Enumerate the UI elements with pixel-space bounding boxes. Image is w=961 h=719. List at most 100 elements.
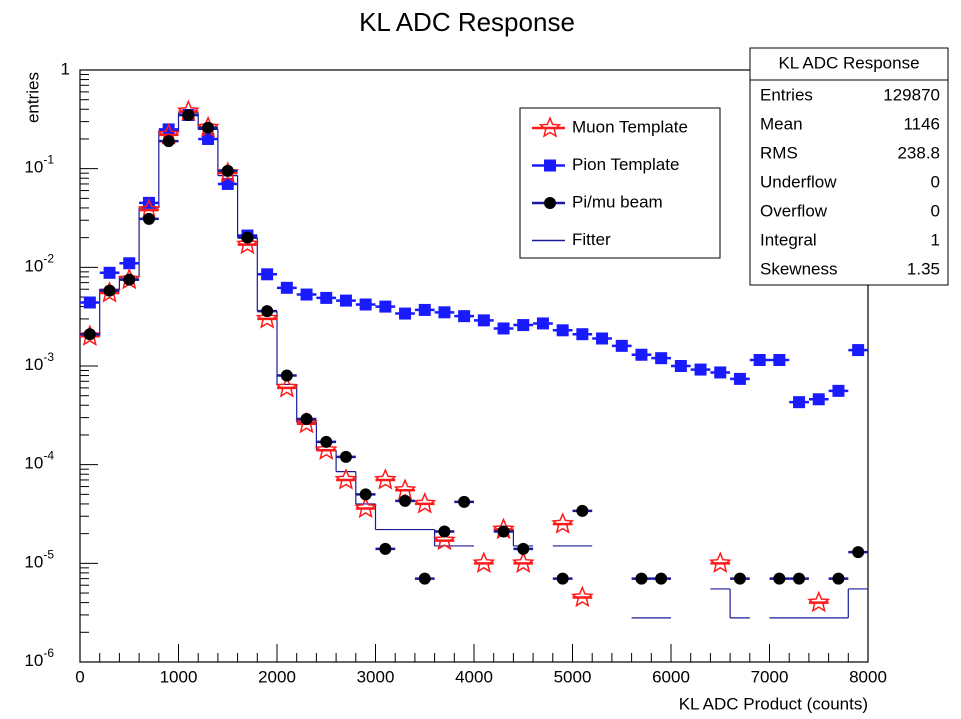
stats-value: 1 — [931, 230, 940, 249]
stats-name: Mean — [760, 114, 803, 133]
legend-label: Pion Template — [572, 155, 679, 174]
pion-marker — [753, 354, 766, 367]
pion-marker — [339, 294, 352, 307]
x-tick-label: 8000 — [849, 667, 887, 686]
beam-marker — [517, 542, 530, 555]
pion-marker — [83, 296, 96, 309]
legend-box — [519, 107, 721, 259]
pion-marker — [793, 396, 806, 409]
muon-marker — [433, 528, 456, 551]
y-tick-label: 10-3 — [24, 350, 54, 374]
muon-marker — [275, 375, 299, 398]
beam-marker — [241, 231, 254, 244]
legend-marker — [538, 116, 562, 138]
pion-marker — [832, 384, 845, 397]
pion-marker — [162, 123, 175, 136]
stats-value: 1146 — [903, 114, 940, 133]
x-tick-label: 1000 — [160, 667, 198, 686]
beam-marker — [556, 572, 569, 585]
y-tick-label: 10-4 — [24, 449, 54, 473]
beam-marker — [123, 273, 136, 286]
beam-marker — [852, 546, 865, 559]
pion-marker — [261, 268, 274, 281]
stats-name: RMS — [760, 143, 798, 162]
stats-title: KL ADC Response — [778, 53, 919, 72]
pion-marker — [458, 310, 471, 323]
x-tick-label: 6000 — [652, 667, 690, 686]
pion-marker — [477, 314, 490, 327]
beam-marker — [399, 494, 412, 507]
pion-marker — [123, 257, 136, 270]
stats-name: Skewness — [760, 259, 837, 278]
muon-marker — [373, 468, 397, 490]
pion-marker — [103, 266, 116, 279]
beam-marker — [339, 450, 352, 463]
beam-marker — [320, 435, 333, 448]
y-tick-exponent: -6 — [43, 646, 54, 660]
x-tick-label: 2000 — [258, 667, 296, 686]
beam-marker — [359, 488, 372, 501]
muon-marker — [570, 585, 594, 608]
muon-marker — [393, 478, 417, 500]
muon-marker — [551, 512, 575, 534]
stats-value: 238.8 — [897, 143, 940, 162]
pion-marker — [497, 322, 510, 335]
y-tick-base: 10 — [24, 257, 43, 276]
y-tick-exponent: -3 — [43, 350, 54, 364]
beam-marker — [83, 328, 96, 341]
pion-marker — [596, 332, 609, 345]
legend-marker — [544, 197, 556, 209]
x-axis-label: KL ADC Product (counts) — [679, 694, 868, 713]
beam-marker — [655, 572, 668, 585]
muon-marker — [255, 306, 279, 329]
muon-marker — [472, 551, 496, 573]
beam-marker — [733, 572, 746, 585]
pion-marker — [517, 319, 530, 332]
beam-marker — [793, 572, 806, 585]
pion-marker — [438, 306, 451, 319]
beam-marker — [576, 504, 589, 517]
stats-name: Underflow — [760, 172, 837, 191]
y-tick-base: 10 — [24, 651, 43, 670]
y-tick-base: 10 — [24, 355, 43, 374]
pion-marker — [536, 317, 549, 330]
beam-marker — [832, 572, 845, 585]
y-tick-exponent: -2 — [43, 252, 54, 266]
beam-marker — [497, 525, 510, 538]
y-tick-base: 10 — [24, 553, 43, 572]
y-tick-label: 10-1 — [24, 153, 54, 177]
pion-marker — [576, 328, 589, 341]
pion-marker — [202, 132, 215, 145]
muon-marker — [354, 496, 378, 519]
pion-marker — [359, 298, 372, 311]
beam-marker — [438, 525, 451, 538]
beam-marker — [458, 495, 471, 508]
x-tick-label: 3000 — [357, 667, 395, 686]
beam-marker — [103, 284, 116, 297]
beam-marker — [300, 413, 313, 426]
legend-marker — [544, 159, 556, 172]
muon-marker — [807, 590, 831, 613]
stats-box — [749, 47, 949, 286]
pion-marker — [418, 303, 431, 316]
beam-marker — [418, 572, 431, 585]
beam-marker — [773, 572, 786, 585]
stats-value: 129870 — [883, 85, 940, 104]
x-tick-label: 4000 — [455, 667, 493, 686]
beam-marker — [142, 212, 155, 225]
y-tick-label: 10-2 — [24, 252, 54, 276]
pion-marker — [812, 393, 825, 406]
pion-marker — [733, 372, 746, 385]
y-tick-exponent: -1 — [43, 153, 54, 167]
stats-value: 0 — [931, 172, 940, 191]
pion-marker — [300, 288, 313, 301]
chart-title: KL ADC Response — [359, 7, 575, 37]
muon-marker — [236, 232, 259, 255]
y-tick-base: 10 — [24, 158, 43, 177]
beam-marker — [280, 369, 293, 382]
beam-marker — [182, 108, 195, 121]
pion-marker — [714, 366, 727, 379]
stats-name: Overflow — [760, 201, 828, 220]
y-tick-label: 1 — [61, 59, 70, 78]
